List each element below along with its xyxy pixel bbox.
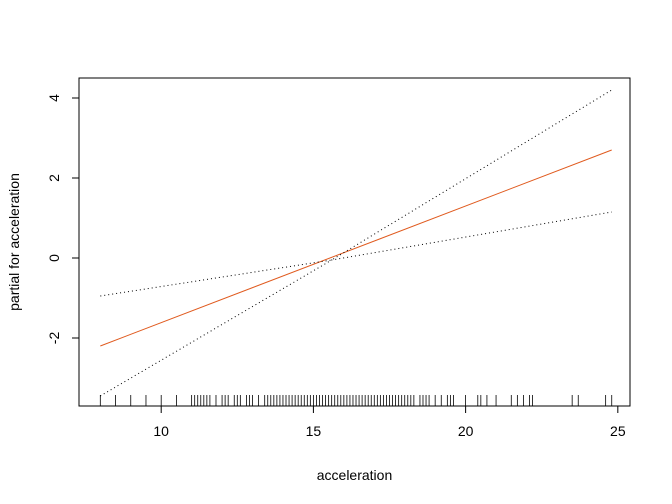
- y-tick-label: 4: [46, 94, 62, 102]
- y-axis-label: partial for acceleration: [6, 173, 22, 311]
- y-tick-label: 0: [46, 254, 62, 262]
- fit-line: [100, 149, 612, 347]
- x-tick-label: 20: [458, 423, 474, 439]
- x-axis-label: acceleration: [317, 467, 393, 483]
- lower-band-line: [100, 211, 612, 397]
- x-tick-label: 25: [610, 423, 626, 439]
- y-tick-label: -2: [46, 332, 62, 345]
- x-tick-label: 15: [306, 423, 322, 439]
- y-axis: -2 0 2 4: [46, 94, 80, 345]
- x-axis: 10 15 20 25: [153, 405, 626, 439]
- x-tick-label: 10: [153, 423, 169, 439]
- y-tick-label: 2: [46, 174, 62, 182]
- rug-marks: [99, 395, 613, 406]
- upper-band-line: [100, 89, 612, 297]
- plot-frame: [78, 77, 631, 407]
- series-lines: [100, 89, 612, 397]
